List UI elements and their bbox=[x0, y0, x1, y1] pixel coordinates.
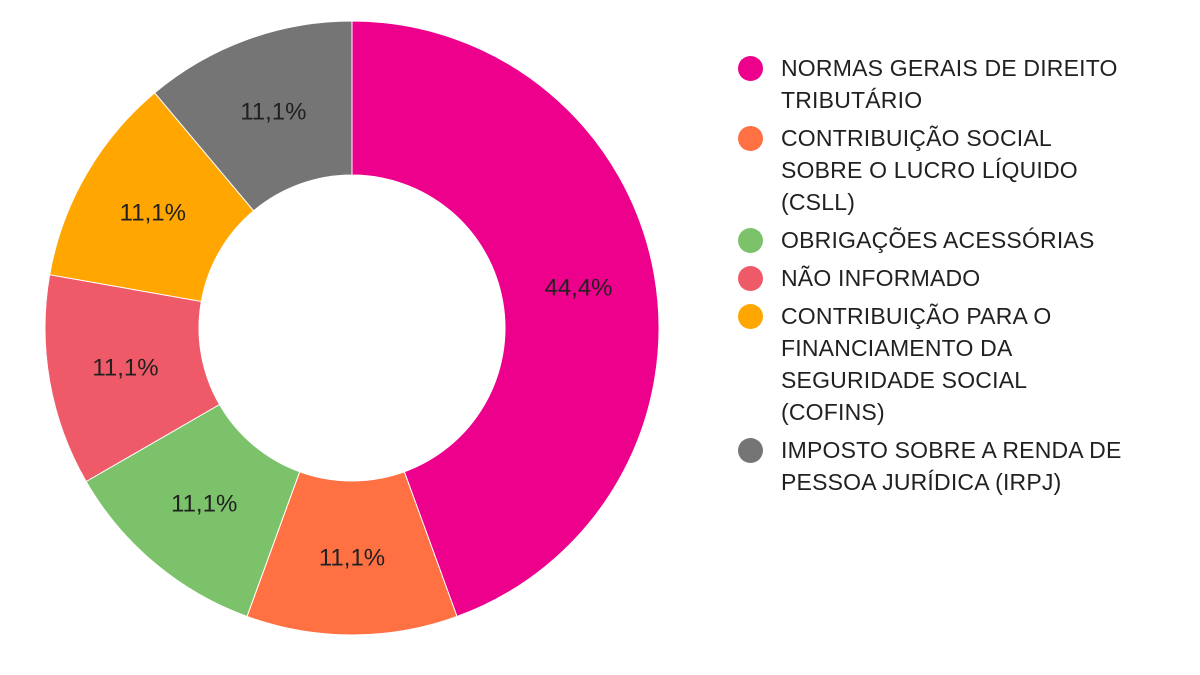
slice-value-label-2: 11,1% bbox=[171, 491, 237, 518]
legend-color-dot bbox=[738, 228, 763, 253]
donut-chart-svg: 44,4% 11,1% 11,1% 11,1% 11,1% 11,1% bbox=[44, 20, 660, 636]
slice-value-label-4: 11,1% bbox=[120, 200, 186, 227]
legend-item: OBRIGAÇÕES ACESSÓRIAS bbox=[738, 224, 1178, 256]
legend-label: IMPOSTO SOBRE A RENDA DE PESSOA JURÍDICA… bbox=[781, 437, 1122, 495]
slice-value-label-0: 44,4% bbox=[544, 275, 612, 302]
legend-item: CONTRIBUIÇÃO SOCIAL SOBRE O LUCRO LÍQUID… bbox=[738, 122, 1178, 218]
legend-item: CONTRIBUIÇÃO PARA O FINANCIAMENTO DA SEG… bbox=[738, 300, 1178, 428]
legend-label: NORMAS GERAIS DE DIREITO TRIBUTÁRIO bbox=[781, 55, 1118, 113]
slice-value-label-1: 11,1% bbox=[319, 545, 385, 572]
legend-label: NÃO INFORMADO bbox=[781, 265, 981, 291]
donut-slice-5 bbox=[153, 20, 353, 212]
slice-value-label-5: 11,1% bbox=[240, 98, 306, 125]
legend-item: NÃO INFORMADO bbox=[738, 262, 1178, 294]
chart-legend: NORMAS GERAIS DE DIREITO TRIBUTÁRIO CONTR… bbox=[738, 52, 1178, 504]
legend-color-dot bbox=[738, 438, 763, 463]
donut-slice-0 bbox=[351, 20, 660, 618]
legend-item: IMPOSTO SOBRE A RENDA DE PESSOA JURÍDICA… bbox=[738, 434, 1178, 498]
legend-label: OBRIGAÇÕES ACESSÓRIAS bbox=[781, 227, 1095, 253]
slice-value-label-3: 11,1% bbox=[92, 354, 158, 381]
legend-label: CONTRIBUIÇÃO SOCIAL SOBRE O LUCRO LÍQUID… bbox=[781, 125, 1078, 215]
legend-color-dot bbox=[738, 304, 763, 329]
legend-label: CONTRIBUIÇÃO PARA O FINANCIAMENTO DA SEG… bbox=[781, 303, 1052, 425]
legend-color-dot bbox=[738, 126, 763, 151]
legend-color-dot bbox=[738, 56, 763, 81]
legend-color-dot bbox=[738, 266, 763, 291]
legend-item: NORMAS GERAIS DE DIREITO TRIBUTÁRIO bbox=[738, 52, 1178, 116]
